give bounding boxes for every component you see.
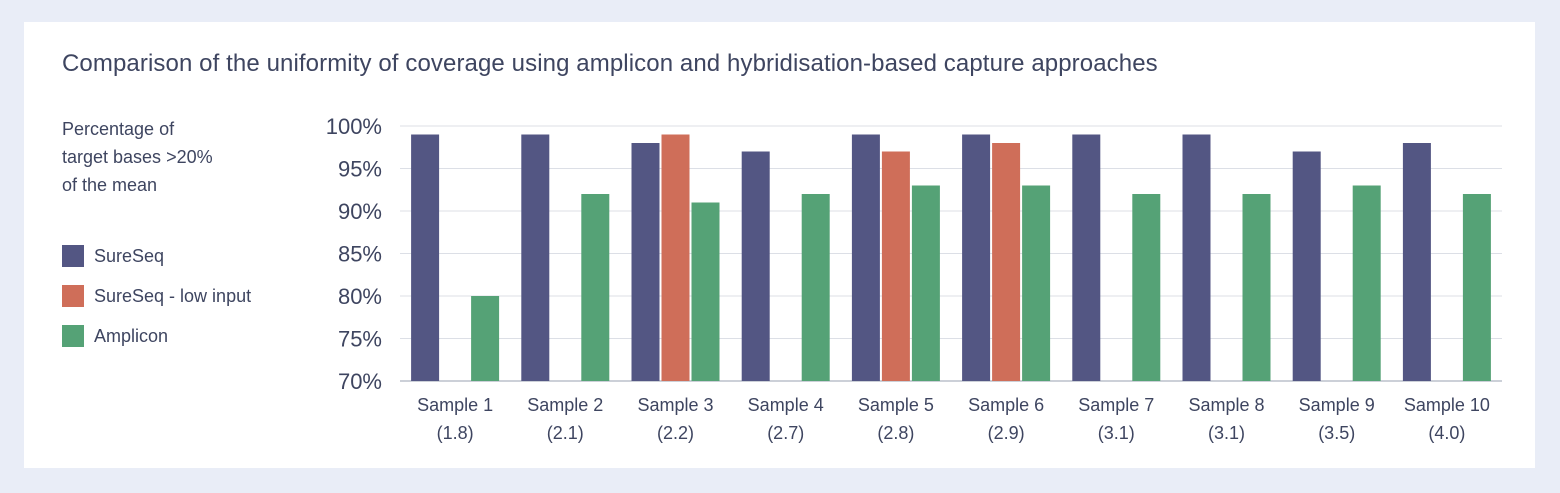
y-axis-label-line-3: of the mean [62,175,158,195]
y-tick-label: 95% [338,157,382,182]
x-tick-sublabel: (3.1) [1208,423,1245,443]
legend-swatch-sureseq-low-input [62,285,84,307]
x-tick-sublabel: (2.2) [657,423,694,443]
chart-card: Comparison of the uniformity of coverage… [24,22,1535,468]
x-tick-sublabel: (3.1) [1098,423,1135,443]
y-tick-label: 85% [338,242,382,267]
bar-chart: 100% 95% 90% 85% 80% 75% 70% Sample 1 (1.8) Sampl… [326,114,1502,443]
x-tick-label: Sample 9 [1299,395,1375,415]
legend-label-sureseq: SureSeq [94,245,165,266]
x-tick-sublabel: (2.7) [767,423,804,443]
bar-amplicon-6 [1022,185,1051,381]
x-tick-label: Sample 1 [417,395,493,415]
legend-swatch-sureseq [62,245,84,267]
bar-sureseq-8 [1182,134,1211,381]
legend-swatch-amplicon [62,325,84,347]
x-tick-sublabel: (4.0) [1428,423,1465,443]
x-tick-label: Sample 10 [1404,395,1490,415]
x-tick-label: Sample 8 [1188,395,1264,415]
bar-sureseq-3 [631,143,660,381]
legend-item-sureseq-low-input: SureSeq - low input [62,276,251,316]
bar-sureseq-7 [1072,134,1101,381]
y-axis-label: Percentage of target bases >20% of the m… [62,115,213,199]
x-tick-label: Sample 2 [527,395,603,415]
y-tick-label: 90% [338,199,382,224]
y-tick-label: 75% [338,327,382,352]
y-axis-label-line-1: Percentage of [62,119,175,139]
y-tick-label: 80% [338,284,382,309]
x-tick-label: Sample 6 [968,395,1044,415]
bar-amplicon-9 [1352,185,1381,381]
legend-label-sureseq-low-input: SureSeq - low input [94,285,252,306]
bar-sureseq-6 [962,134,991,381]
bar-sureseq-low-input-3 [661,134,690,381]
bar-sureseq-1 [411,134,440,381]
bar-sureseq-4 [741,151,770,381]
legend-item-sureseq: SureSeq [62,236,251,276]
bar-amplicon-8 [1242,194,1271,381]
bar-sureseq-9 [1292,151,1321,381]
legend-item-amplicon: Amplicon [62,316,251,356]
x-tick-label: Sample 4 [748,395,824,415]
x-tick-label: Sample 5 [858,395,934,415]
y-tick-label: 100% [326,114,382,139]
x-tick-sublabel: (2.8) [877,423,914,443]
x-tick-sublabel: (2.1) [547,423,584,443]
bar-sureseq-5 [851,134,880,381]
x-tick-sublabel: (2.9) [988,423,1025,443]
bar-amplicon-1 [471,296,500,381]
x-tick-sublabel: (1.8) [437,423,474,443]
bar-amplicon-10 [1462,194,1491,381]
x-tick-label: Sample 3 [637,395,713,415]
bar-amplicon-4 [801,194,830,381]
bar-amplicon-3 [691,202,720,381]
legend-label-amplicon: Amplicon [94,325,169,346]
chart-title: Comparison of the uniformity of coverage… [62,50,1158,77]
bar-amplicon-5 [911,185,940,381]
legend: SureSeq SureSeq - low input Amplicon [62,236,251,356]
bar-amplicon-7 [1132,194,1161,381]
bar-amplicon-2 [581,194,610,381]
bar-sureseq-low-input-5 [881,151,910,381]
y-tick-label: 70% [338,369,382,394]
bar-sureseq-low-input-6 [992,143,1021,381]
bar-sureseq-10 [1402,143,1431,381]
bar-sureseq-2 [521,134,550,381]
y-axis-label-line-2: target bases >20% [62,147,213,167]
x-tick-sublabel: (3.5) [1318,423,1355,443]
x-tick-label: Sample 7 [1078,395,1154,415]
